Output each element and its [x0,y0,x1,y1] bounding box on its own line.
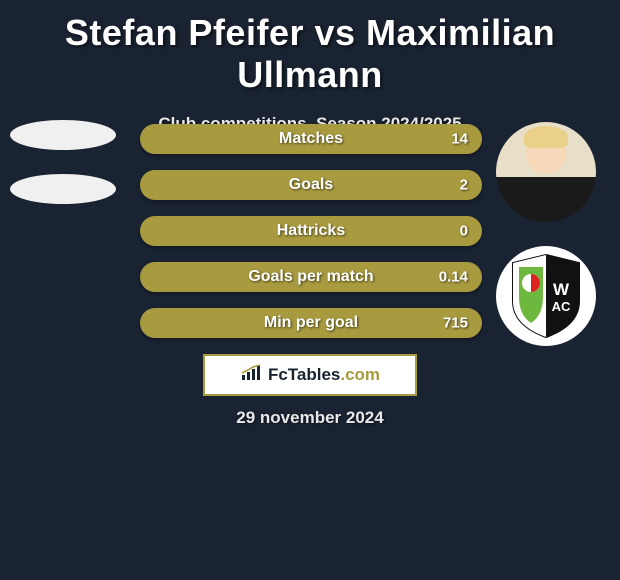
club-badge: W AC [496,246,596,346]
chart-icon [240,364,262,387]
comparison-date: 29 november 2024 [0,408,620,428]
stat-label: Goals [140,176,482,194]
brand-name: FcTables [268,365,340,384]
stat-value: 715 [443,315,468,332]
stat-value: 0 [460,223,468,240]
stat-bar: Goals 2 [140,170,482,200]
svg-text:W: W [553,280,570,299]
brand-text: FcTables.com [268,365,380,385]
stat-label: Hattricks [140,222,482,240]
brand-suffix: .com [340,365,380,384]
club-badge-placeholder [10,174,116,204]
player-avatar [496,122,596,222]
player-avatar-placeholder [10,120,116,150]
stat-value: 2 [460,177,468,194]
stat-label: Min per goal [140,314,482,332]
stat-value: 0.14 [439,269,468,286]
right-player-column: W AC [496,122,596,370]
stat-bar: Goals per match 0.14 [140,262,482,292]
stats-bars: Matches 14 Goals 2 Hattricks 0 Goals per… [140,124,482,354]
left-player-placeholder [10,120,116,228]
comparison-title: Stefan Pfeifer vs Maximilian Ullmann [0,0,620,96]
stat-bar: Min per goal 715 [140,308,482,338]
stat-bar: Matches 14 [140,124,482,154]
stat-label: Matches [140,130,482,148]
stat-label: Goals per match [140,268,482,286]
stat-bar: Hattricks 0 [140,216,482,246]
svg-text:AC: AC [552,299,571,314]
brand-box[interactable]: FcTables.com [203,354,417,396]
stat-value: 14 [451,131,468,148]
